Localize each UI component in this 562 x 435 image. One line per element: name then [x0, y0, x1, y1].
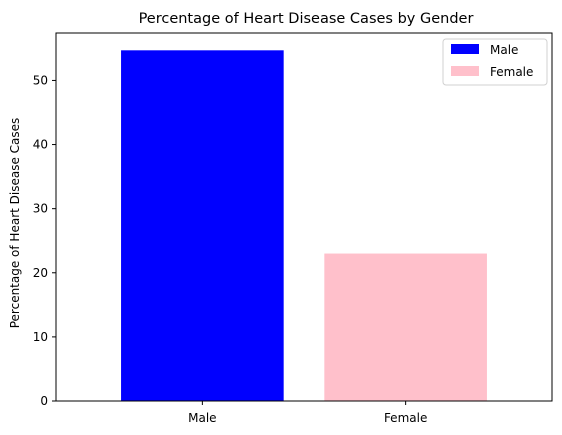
y-tick-label: 10	[33, 330, 48, 344]
x-tick-label: Female	[384, 411, 427, 425]
bars-group	[121, 50, 487, 401]
legend-label-male: Male	[490, 43, 518, 57]
bar-female	[324, 253, 487, 401]
x-tick-label: Male	[188, 411, 216, 425]
legend-label-female: Female	[490, 65, 533, 79]
bar-male	[121, 50, 284, 401]
legend: Male Female	[442, 38, 548, 86]
y-tick-label: 30	[33, 202, 48, 216]
legend-swatch-female	[451, 66, 479, 76]
y-axis-label: Percentage of Heart Disease Cases	[8, 118, 22, 329]
y-tick-label: 20	[33, 266, 48, 280]
plot-frame	[55, 32, 553, 402]
y-tick-label: 0	[40, 394, 48, 408]
legend-swatch-male	[451, 44, 479, 54]
x-ticks-group: Male Female	[188, 401, 427, 425]
y-ticks-group: 0 10 20 30 40 50	[33, 73, 56, 408]
chart-title: Percentage of Heart Disease Cases by Gen…	[139, 11, 474, 27]
y-tick-label: 50	[33, 73, 48, 87]
y-tick-label: 40	[33, 138, 48, 152]
